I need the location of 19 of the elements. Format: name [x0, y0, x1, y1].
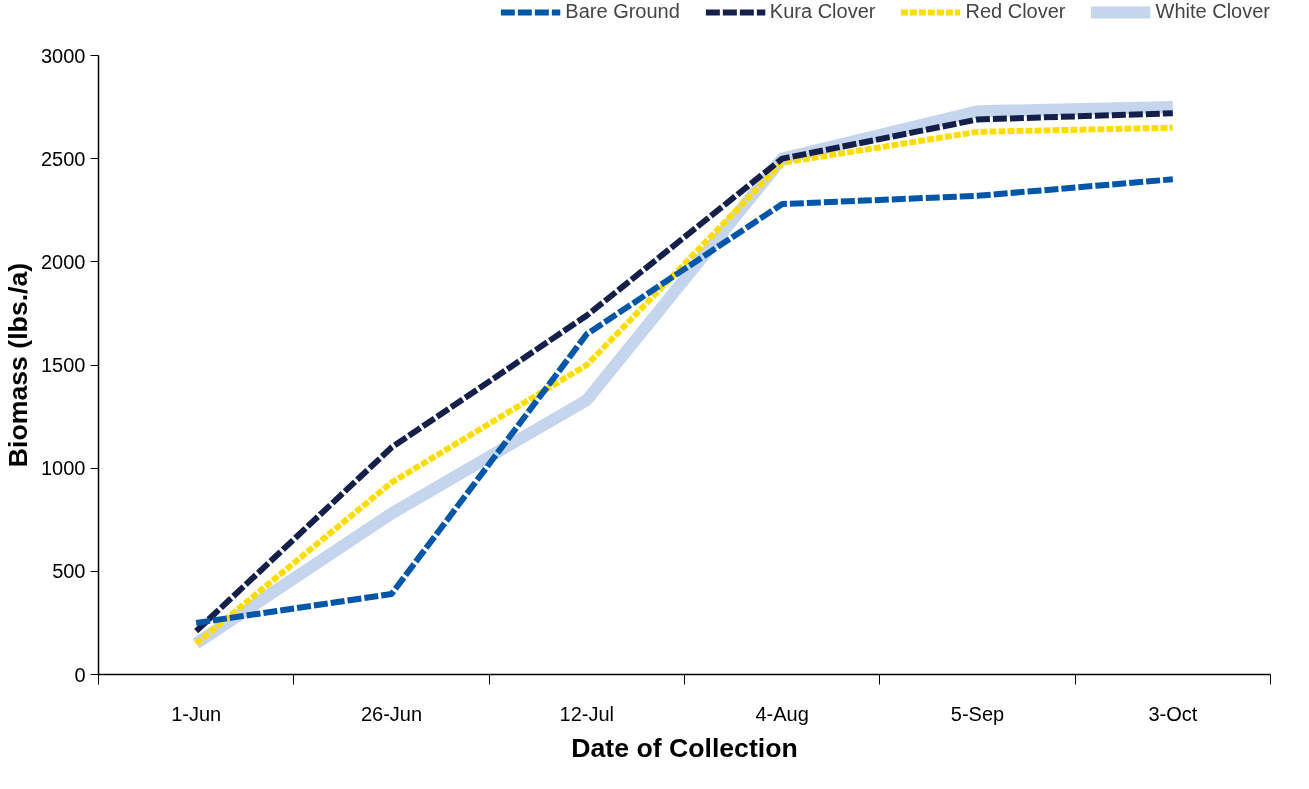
y-tick-label: 1500	[41, 354, 86, 376]
legend-label: Red Clover	[965, 0, 1066, 23]
legend-label: White Clover	[1155, 0, 1270, 23]
legend-label: Bare Ground	[565, 0, 680, 23]
y-axis-title: Biomass (lbs./a)	[3, 262, 34, 468]
x-tick-label: 12-Jul	[559, 702, 615, 725]
y-tick-label: 500	[52, 560, 86, 583]
y-tick-label: 2500	[41, 147, 86, 170]
x-tick-label: 5-Sep	[950, 702, 1005, 725]
x-tick-label: 4-Aug	[755, 702, 809, 725]
y-tick-label: 1000	[41, 457, 86, 480]
y-tick-label: 3000	[41, 44, 86, 67]
y-tick-label: 2000	[41, 250, 86, 273]
x-tick-label: 3-Oct	[1148, 702, 1198, 725]
x-tick-label: 26-Jun	[360, 702, 423, 725]
y-tick-label: 0	[74, 663, 86, 686]
x-axis-title: Date of Collection	[571, 732, 798, 763]
legend-label: Kura Clover	[769, 0, 876, 23]
x-tick-label: 1-Jun	[171, 702, 222, 725]
